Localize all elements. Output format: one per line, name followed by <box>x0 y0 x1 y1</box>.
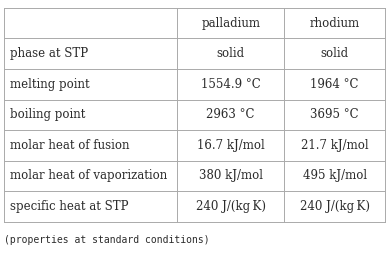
Text: specific heat at STP: specific heat at STP <box>10 200 128 213</box>
Text: boiling point: boiling point <box>10 108 85 121</box>
Text: melting point: melting point <box>10 78 89 91</box>
Text: 2963 °C: 2963 °C <box>207 108 255 121</box>
Text: rhodium: rhodium <box>310 17 360 29</box>
Text: 21.7 kJ/mol: 21.7 kJ/mol <box>301 139 368 152</box>
Text: 16.7 kJ/mol: 16.7 kJ/mol <box>197 139 265 152</box>
Text: molar heat of fusion: molar heat of fusion <box>10 139 129 152</box>
Text: 240 J/(kg K): 240 J/(kg K) <box>300 200 370 213</box>
Text: 1554.9 °C: 1554.9 °C <box>201 78 261 91</box>
Text: 1964 °C: 1964 °C <box>310 78 359 91</box>
Text: molar heat of vaporization: molar heat of vaporization <box>10 169 167 182</box>
Text: palladium: palladium <box>201 17 260 29</box>
Text: 380 kJ/mol: 380 kJ/mol <box>199 169 263 182</box>
Text: 3695 °C: 3695 °C <box>310 108 359 121</box>
Text: phase at STP: phase at STP <box>10 47 88 60</box>
Text: solid: solid <box>321 47 349 60</box>
Text: 495 kJ/mol: 495 kJ/mol <box>303 169 367 182</box>
Text: (properties at standard conditions): (properties at standard conditions) <box>4 235 210 245</box>
Text: solid: solid <box>217 47 245 60</box>
Text: 240 J/(kg K): 240 J/(kg K) <box>196 200 266 213</box>
